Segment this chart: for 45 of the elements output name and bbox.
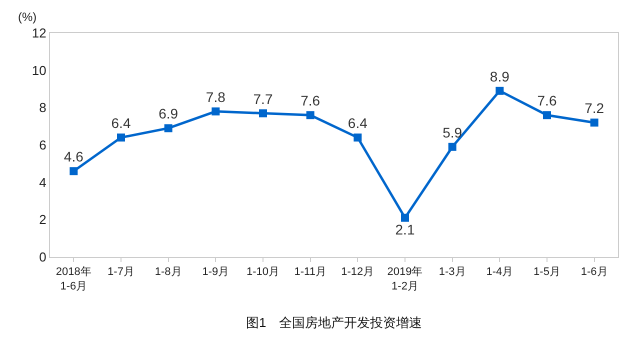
x-tick-label: 1-6月 xyxy=(580,266,608,278)
x-tick-label: 1-5月 xyxy=(534,266,560,278)
data-label: 7.6 xyxy=(300,92,320,109)
x-tick-label: 2018年 1-6月 xyxy=(56,266,92,292)
y-tick-label: 2 xyxy=(39,212,46,228)
point xyxy=(496,86,504,95)
data-label: 6.9 xyxy=(158,106,178,122)
point xyxy=(448,142,456,151)
x-tick-label: 1-9月 xyxy=(202,266,230,278)
y-tick-label: 10 xyxy=(32,62,46,78)
text: 图1 全国房地产开发投资增速 xyxy=(246,315,422,330)
x-tick-label: 2019年 1-2月 xyxy=(387,266,423,292)
data-label: 5.9 xyxy=(442,124,462,140)
data-label: 7.7 xyxy=(253,90,273,107)
y-tick-label: 12 xyxy=(32,26,46,41)
point xyxy=(401,214,409,222)
data-label: 8.9 xyxy=(490,68,510,84)
x-tick-label: 1-10月 xyxy=(246,266,280,278)
data-label: 6.4 xyxy=(111,115,131,132)
point xyxy=(70,167,78,176)
y-axis-title: (%) xyxy=(18,10,37,24)
y-tick-label: 6 xyxy=(39,138,46,153)
data-label: 6.4 xyxy=(348,115,368,132)
point xyxy=(212,107,220,116)
x-tick-label: 1-7月 xyxy=(108,266,134,278)
point xyxy=(164,124,172,132)
point xyxy=(354,134,362,142)
data-label: 4.6 xyxy=(64,148,84,165)
data-label: 2.1 xyxy=(395,221,415,238)
x-tick-label: 1-3月 xyxy=(438,266,466,278)
data-label: 7.6 xyxy=(537,92,557,109)
point xyxy=(306,111,314,120)
y-tick-label: 0 xyxy=(39,250,46,265)
x-tick-label: 1-11月 xyxy=(294,266,326,278)
point xyxy=(259,109,267,118)
x-tick-label: 1-12月 xyxy=(341,266,374,278)
y-tick-label: 8 xyxy=(39,100,46,116)
x-tick-label: 1-4月 xyxy=(486,266,514,278)
data-label: 7.2 xyxy=(584,100,604,116)
x-tick-label: 1-8月 xyxy=(154,266,182,278)
point xyxy=(543,111,551,120)
data-label: 7.8 xyxy=(206,88,226,105)
point xyxy=(117,134,125,142)
y-tick-label: 4 xyxy=(39,174,46,190)
point xyxy=(590,118,598,127)
